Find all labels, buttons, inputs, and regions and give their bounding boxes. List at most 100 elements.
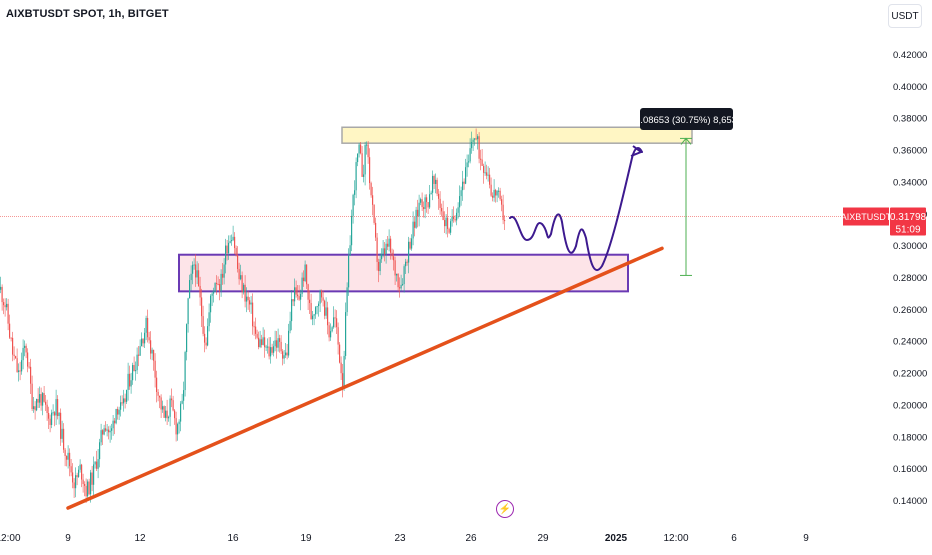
candle-body (334, 317, 336, 319)
candle-body (459, 196, 461, 208)
candle-body (285, 352, 287, 356)
candle-body (367, 144, 369, 158)
candle-body (216, 282, 218, 284)
projection-path (509, 147, 643, 272)
candle-body (34, 406, 36, 411)
candle-body (231, 240, 233, 242)
candle-body (111, 428, 113, 431)
candle-body (7, 303, 9, 324)
price-tag-box (890, 207, 926, 236)
candle-body (187, 298, 189, 325)
candle-body (136, 354, 138, 371)
candle-body (276, 340, 278, 348)
candle-body (256, 333, 258, 338)
candle-body (292, 299, 294, 302)
candle-body (160, 397, 162, 410)
candle-body (406, 261, 408, 263)
candle-body (424, 197, 426, 210)
candle-body (291, 299, 293, 322)
candle-body (121, 402, 123, 404)
candle-body (117, 408, 119, 415)
candle-body (21, 360, 23, 372)
candle-body (310, 303, 312, 320)
candle-body (219, 284, 221, 292)
candle-body (336, 318, 338, 328)
candle-body (225, 245, 227, 265)
candle-body (451, 216, 453, 222)
candle-body (309, 299, 311, 304)
candle-body (441, 207, 443, 212)
candle-body (195, 264, 197, 278)
candle-body (109, 430, 111, 433)
candle-body (232, 236, 234, 241)
candle-body (360, 144, 362, 154)
x-tick-label: 9 (65, 533, 71, 544)
candle-body (343, 355, 345, 388)
candle-body (307, 284, 309, 300)
candle-body (159, 395, 161, 398)
candle-body (133, 365, 135, 372)
candle-body (54, 412, 56, 416)
candle-body (268, 346, 270, 357)
candle-body (409, 241, 411, 249)
candle-body (499, 190, 501, 200)
candle-body (351, 215, 353, 246)
candle-body (48, 412, 50, 419)
x-tick-label: 12 (134, 533, 146, 544)
measure-arrow (680, 137, 692, 145)
candle-body (85, 485, 87, 497)
symbol-tag-box (843, 207, 889, 226)
y-tick-label: 0.38000 (893, 114, 927, 125)
candle-body (274, 340, 276, 347)
candle-body (78, 469, 80, 477)
candle-body (372, 195, 374, 205)
candle-body (433, 175, 435, 184)
candle-body (211, 293, 213, 296)
candle-body (435, 179, 437, 184)
candle-body (247, 296, 249, 301)
candle-body (429, 194, 431, 208)
candle-body (456, 212, 458, 221)
candle-body (430, 192, 432, 195)
candle-body (55, 399, 57, 416)
lightning-icon[interactable]: ⚡ (496, 500, 514, 518)
candle-body (279, 338, 281, 342)
candle-body (31, 383, 33, 410)
y-tick-label: 0.22000 (893, 369, 927, 380)
candle-body (294, 287, 296, 302)
candle-body (325, 307, 327, 316)
candle-body (45, 401, 47, 405)
candle-body (150, 340, 152, 354)
candle-body (99, 442, 101, 460)
currency-button[interactable]: USDT (888, 4, 922, 28)
candle-body (129, 373, 131, 387)
candle-body (166, 410, 168, 419)
y-tick-label: 0.28000 (893, 273, 927, 284)
symbol-title[interactable]: AIXBTUSDT SPOT, 1h, BITGET (6, 8, 169, 20)
candle-body (178, 421, 180, 425)
candle-body (60, 412, 62, 439)
candle-body (61, 428, 63, 439)
candle-body (484, 172, 486, 174)
candle-body (151, 349, 153, 354)
resistance-zone (341, 126, 693, 144)
candle-body (0, 286, 2, 290)
candle-body (12, 337, 14, 355)
candle-body (52, 412, 54, 414)
candle-body (40, 394, 42, 406)
candle-body (432, 175, 434, 193)
y-tick-label: 0.30000 (893, 241, 927, 252)
candle-body (22, 347, 24, 361)
candle-body (492, 195, 494, 198)
candle-body (480, 158, 482, 160)
candle-body (444, 220, 446, 227)
candle-body (316, 306, 318, 308)
candle-body (156, 377, 158, 392)
candle-body (75, 475, 77, 489)
candle-body (262, 337, 264, 345)
candle-body (412, 221, 414, 239)
candle-body (184, 352, 186, 391)
candle-body (400, 284, 402, 289)
